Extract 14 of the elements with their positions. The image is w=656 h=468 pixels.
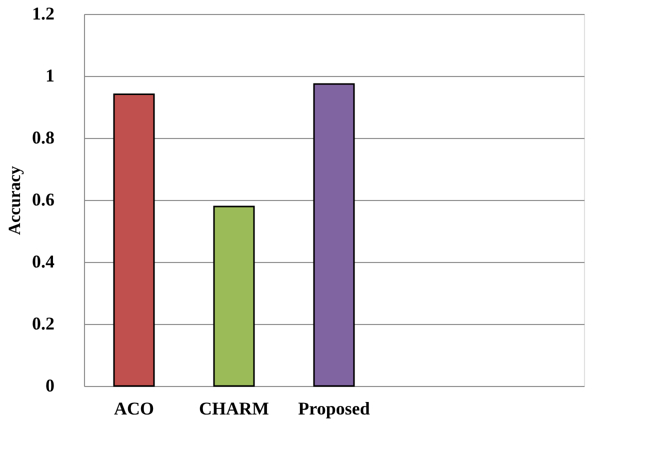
y-tick-label: 0 <box>46 376 54 396</box>
y-tick-label: 0.4 <box>32 252 54 272</box>
y-tick-label: 1 <box>46 66 54 86</box>
y-tick-label: 1.2 <box>32 4 54 24</box>
y-tick-label: 0.8 <box>32 128 54 148</box>
x-tick-label: ACO <box>114 398 154 418</box>
bar <box>213 206 255 387</box>
x-tick-label: CHARM <box>199 398 269 418</box>
bar <box>113 94 155 387</box>
y-tick-label: 0.2 <box>32 314 54 334</box>
x-tick-label: Proposed <box>298 398 370 418</box>
bar <box>313 83 355 387</box>
y-tick-label: 0.6 <box>32 190 54 210</box>
y-axis-title: Accuracy <box>5 166 24 235</box>
